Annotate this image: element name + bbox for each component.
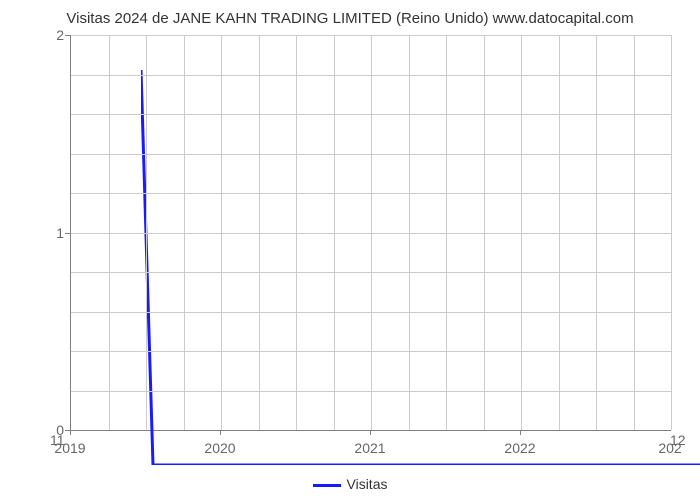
x-tick-label: 2020 [204, 440, 235, 456]
grid-horizontal-minor [71, 114, 671, 115]
series-line [141, 70, 700, 465]
grid-vertical [671, 35, 672, 430]
y-tick-label: 1 [34, 225, 64, 241]
x-tick-label: 2019 [54, 440, 85, 456]
plot-area [70, 35, 671, 431]
x-tick-label: 2021 [354, 440, 385, 456]
y-tick-mark [65, 35, 70, 36]
x-tick-label: 202 [658, 440, 681, 456]
grid-horizontal-minor [71, 154, 671, 155]
y-tick-label: 0 [34, 422, 64, 438]
x-tick-mark [370, 430, 371, 435]
x-tick-mark [520, 430, 521, 435]
x-tick-mark [220, 430, 221, 435]
grid-horizontal [71, 35, 671, 36]
x-tick-mark [70, 430, 71, 435]
grid-horizontal-minor [71, 351, 671, 352]
grid-horizontal-minor [71, 193, 671, 194]
y-tick-mark [65, 233, 70, 234]
chart-title: Visitas 2024 de JANE KAHN TRADING LIMITE… [0, 10, 700, 27]
legend: Visitas [0, 476, 700, 492]
grid-horizontal-minor [71, 312, 671, 313]
grid-horizontal-minor [71, 391, 671, 392]
grid-horizontal-minor [71, 75, 671, 76]
grid-horizontal-minor [71, 272, 671, 273]
legend-swatch [313, 484, 341, 487]
grid-horizontal [71, 233, 671, 234]
x-tick-label: 2022 [504, 440, 535, 456]
y-tick-label: 2 [34, 27, 64, 43]
legend-label: Visitas [347, 476, 388, 492]
